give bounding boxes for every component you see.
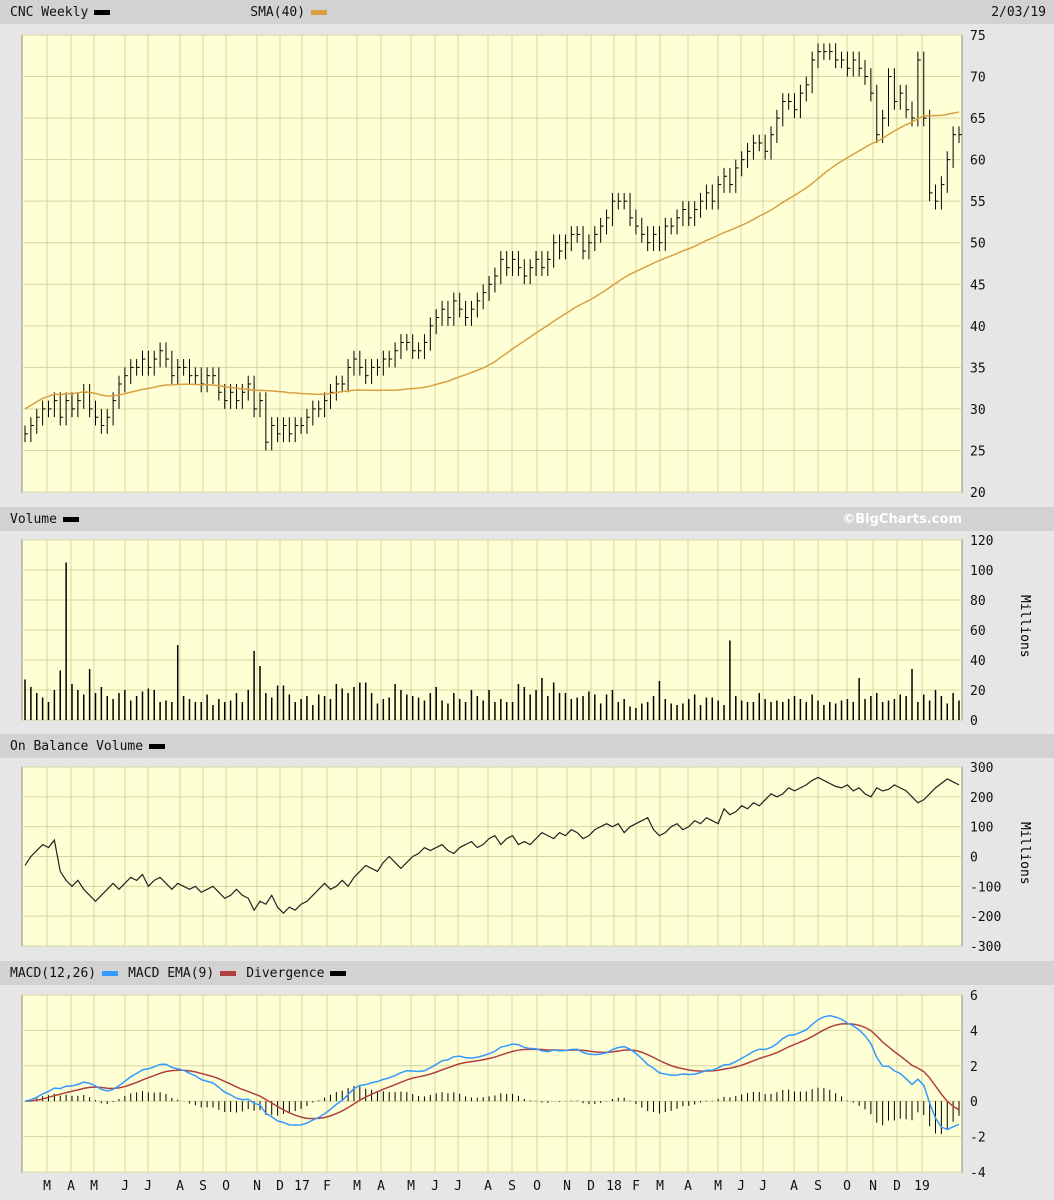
x-tick-label: M (714, 1179, 722, 1194)
volume-unit: Millions (1017, 595, 1032, 658)
y-tick-label: 300 (970, 761, 993, 776)
volume-legend-swatch (62, 516, 79, 522)
y-tick-label: -200 (970, 910, 1001, 925)
x-tick-label: O (222, 1179, 230, 1194)
x-tick-label: S (508, 1179, 516, 1194)
y-tick-label: 20 (970, 684, 986, 699)
y-tick-label: -2 (970, 1131, 986, 1146)
y-tick-label: 25 (970, 444, 986, 459)
y-tick-label: 65 (970, 112, 986, 127)
x-tick-label: A (176, 1179, 184, 1194)
sma-legend-swatch (311, 9, 328, 15)
y-tick-label: 70 (970, 71, 986, 86)
date-label: 2/03/19 (991, 4, 1046, 20)
y-tick-label: 100 (970, 821, 993, 836)
x-tick-label: M (43, 1179, 51, 1194)
x-tick-label: M (407, 1179, 415, 1194)
x-tick-label: A (484, 1179, 492, 1194)
y-tick-label: 0 (970, 851, 978, 866)
macd-legend-swatch (102, 970, 119, 976)
plot-area-price (21, 34, 963, 493)
x-tick-label: J (737, 1179, 745, 1194)
plot-area-macd (21, 994, 963, 1173)
macd-ema-line (24, 1023, 960, 1120)
y-tick-label: 60 (970, 624, 986, 639)
x-tick-label: A (377, 1179, 385, 1194)
y-tick-label: 55 (970, 195, 986, 210)
macd-ema-legend-swatch (220, 970, 237, 976)
obv-line (24, 776, 960, 915)
x-tick-label: D (587, 1179, 595, 1194)
y-tick-label: 35 (970, 361, 986, 376)
y-tick-label: 200 (970, 791, 993, 806)
x-tick-label: A (67, 1179, 75, 1194)
y-tick-label: 80 (970, 594, 986, 609)
x-tick-label: D (276, 1179, 284, 1194)
obv-unit: Millions (1017, 822, 1032, 885)
x-tick-label: S (814, 1179, 822, 1194)
y-tick-label: 45 (970, 278, 986, 293)
y-tick-label: 75 (970, 29, 986, 44)
x-tick-label: S (199, 1179, 207, 1194)
x-tick-label: O (533, 1179, 541, 1194)
plot-area-volume (21, 539, 963, 721)
y-tick-label: 20 (970, 486, 986, 501)
x-tick-label: J (759, 1179, 767, 1194)
x-tick-label: D (893, 1179, 901, 1194)
obv-panel-header: On Balance Volume (0, 734, 1054, 758)
x-tick-label: M (656, 1179, 664, 1194)
divergence-label: Divergence (246, 965, 325, 981)
watermark: ©BigCharts.com (842, 511, 962, 527)
x-tick-label: A (790, 1179, 798, 1194)
macd-panel-header: MACD(12,26) MACD EMA(9) Divergence (0, 961, 1054, 985)
symbol-label: CNC Weekly (10, 4, 89, 20)
volume-label: Volume (10, 511, 57, 527)
y-tick-label: 40 (970, 654, 986, 669)
x-tick-label: N (563, 1179, 571, 1194)
x-tick-label: F (632, 1179, 640, 1194)
y-tick-label: 50 (970, 237, 986, 252)
macd-ema-label: MACD EMA(9) (128, 965, 215, 981)
divergence-legend-swatch (330, 970, 347, 976)
price-legend-swatch (94, 9, 111, 15)
x-tick-label: O (843, 1179, 851, 1194)
y-tick-label: 0 (970, 714, 978, 729)
macd-line (24, 1014, 960, 1131)
y-tick-label: 120 (970, 534, 993, 549)
y-tick-label: 60 (970, 154, 986, 169)
x-tick-label: N (253, 1179, 261, 1194)
x-tick-label: J (121, 1179, 129, 1194)
x-tick-label: 18 (606, 1179, 622, 1194)
plot-area-obv (21, 766, 963, 947)
x-tick-label: M (90, 1179, 98, 1194)
obv-label: On Balance Volume (10, 738, 144, 754)
y-tick-label: 2 (970, 1060, 978, 1075)
y-tick-label: 4 (970, 1024, 978, 1039)
x-tick-label: M (353, 1179, 361, 1194)
y-tick-label: 100 (970, 564, 993, 579)
x-tick-label: N (869, 1179, 877, 1194)
x-tick-label: F (323, 1179, 331, 1194)
y-tick-label: 6 (970, 989, 978, 1004)
y-tick-label: -300 (970, 940, 1001, 955)
obv-legend-swatch (149, 743, 166, 749)
macd-label: MACD(12,26) (10, 965, 97, 981)
y-tick-label: 0 (970, 1095, 978, 1110)
x-tick-label: J (454, 1179, 462, 1194)
x-tick-label: 17 (294, 1179, 310, 1194)
y-tick-label: -4 (970, 1166, 986, 1181)
y-tick-label: 30 (970, 403, 986, 418)
price-panel-header: CNC Weekly SMA(40) 2/03/19 (0, 0, 1054, 24)
sma-label: SMA(40) (250, 4, 306, 20)
x-tick-label: J (144, 1179, 152, 1194)
volume-panel-header: Volume ©BigCharts.com (0, 507, 1054, 531)
sma-line (24, 111, 960, 410)
x-tick-label: J (431, 1179, 439, 1194)
y-tick-label: 40 (970, 320, 986, 335)
y-tick-label: -100 (970, 880, 1001, 895)
x-tick-label: 19 (914, 1179, 930, 1194)
x-tick-label: A (684, 1179, 692, 1194)
